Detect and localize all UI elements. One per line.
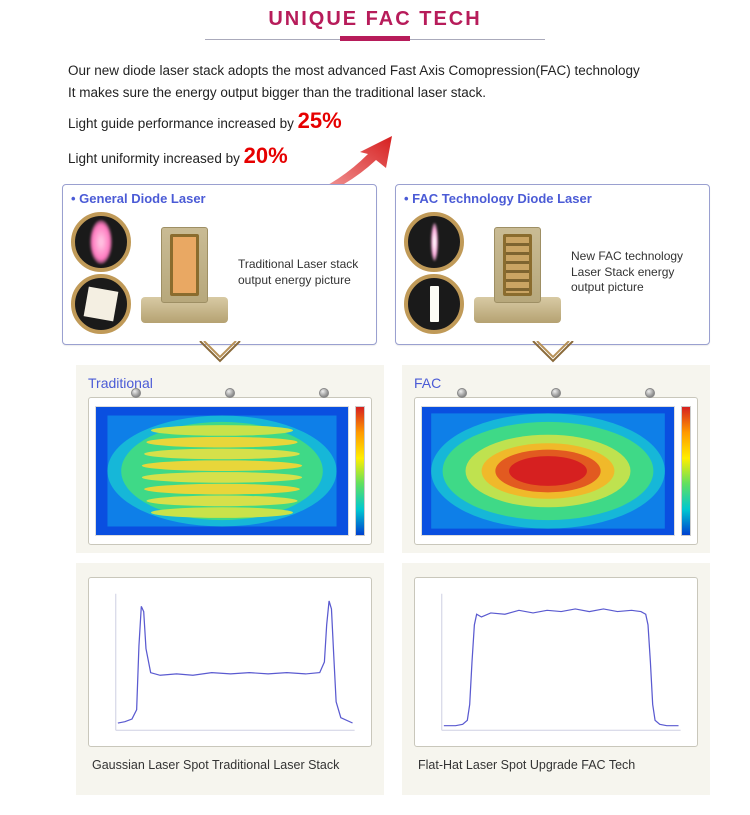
general-device-icon	[141, 223, 228, 323]
colorbar-fac	[681, 406, 691, 536]
intro-line-3: Light guide performance increased by 25%	[68, 103, 714, 138]
pct-2: 20%	[244, 143, 288, 168]
intro-line-3-pre: Light guide performance increased by	[68, 116, 298, 131]
page-title: UNIQUE FAC TECH	[268, 8, 481, 37]
title-underline	[205, 39, 545, 40]
fac-device-icon	[474, 223, 561, 323]
card-general-title: General Diode Laser	[71, 191, 368, 206]
curve-fac-caption: Flat-Hat Laser Spot Upgrade FAC Tech	[414, 747, 698, 791]
general-spot-circle-1	[71, 212, 131, 272]
curve-traditional-caption: Gaussian Laser Spot Traditional Laser St…	[88, 747, 372, 791]
card-general: General Diode Laser Traditional Laser st…	[62, 184, 377, 345]
general-spot-circle-2	[71, 274, 131, 334]
intro-line-1: Our new diode laser stack adopts the mos…	[68, 60, 714, 82]
tie-right-icon	[395, 343, 710, 365]
card-fac: FAC Technology Diode Laser New FAC techn…	[395, 184, 710, 345]
intro-line-2: It makes sure the energy output bigger t…	[68, 82, 714, 104]
curve-traditional-svg	[95, 584, 365, 740]
intro-line-4-pre: Light uniformity increased by	[68, 151, 244, 166]
card-general-caption: Traditional Laser stack output energy pi…	[238, 257, 368, 288]
card-fac-caption: New FAC technology Laser Stack energy ou…	[571, 249, 701, 296]
heatmap-traditional-svg	[95, 406, 349, 536]
card-fac-title: FAC Technology Diode Laser	[404, 191, 701, 206]
fac-spot-circle-1	[404, 212, 464, 272]
heatmap-traditional: Traditional	[76, 365, 384, 553]
colorbar-traditional	[355, 406, 365, 536]
fac-spot-circle-2	[404, 274, 464, 334]
intro-block: Our new diode laser stack adopts the mos…	[0, 52, 750, 174]
tie-left-icon	[62, 343, 377, 365]
heatmap-fac: FAC	[402, 365, 710, 553]
heatmap-fac-svg	[421, 406, 675, 536]
curve-fac: Flat-Hat Laser Spot Upgrade FAC Tech	[402, 563, 710, 795]
curve-fac-svg	[421, 584, 691, 740]
pct-1: 25%	[298, 108, 342, 133]
curve-traditional: Gaussian Laser Spot Traditional Laser St…	[76, 563, 384, 795]
intro-line-4: Light uniformity increased by 20%	[68, 138, 714, 173]
